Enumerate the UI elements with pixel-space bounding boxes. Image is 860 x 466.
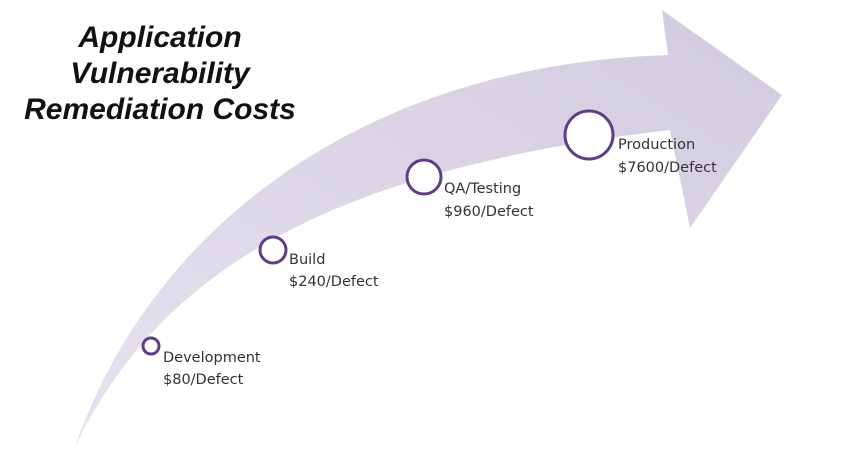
stage-qa-testing: QA/Testing $960/Defect [405,158,534,220]
stage-build: Build $240/Defect [258,235,379,290]
stage-name-build: Build [289,252,325,268]
title-line-1: Application [77,21,241,54]
stage-cost-qa-testing: $960/Defect [444,204,534,220]
title-line-3: Remediation Costs [24,93,296,126]
title-line-2: Vulnerability [70,57,251,90]
stage-marker-qa-testing [405,158,443,196]
stage-name-qa-testing: QA/Testing [444,181,521,197]
stage-marker-production [563,109,615,161]
stage-name-development: Development [163,350,261,366]
stage-marker-build [258,235,288,265]
stage-production: Production $7600/Defect [563,109,717,176]
stage-cost-build: $240/Defect [289,274,379,290]
stage-name-production: Production [618,137,695,153]
diagram-title: Application Vulnerability Remediation Co… [24,21,296,126]
stage-development: Development $80/Defect [141,336,261,388]
stage-cost-development: $80/Defect [163,372,244,388]
stage-cost-production: $7600/Defect [618,160,717,176]
stage-marker-development [141,336,161,356]
